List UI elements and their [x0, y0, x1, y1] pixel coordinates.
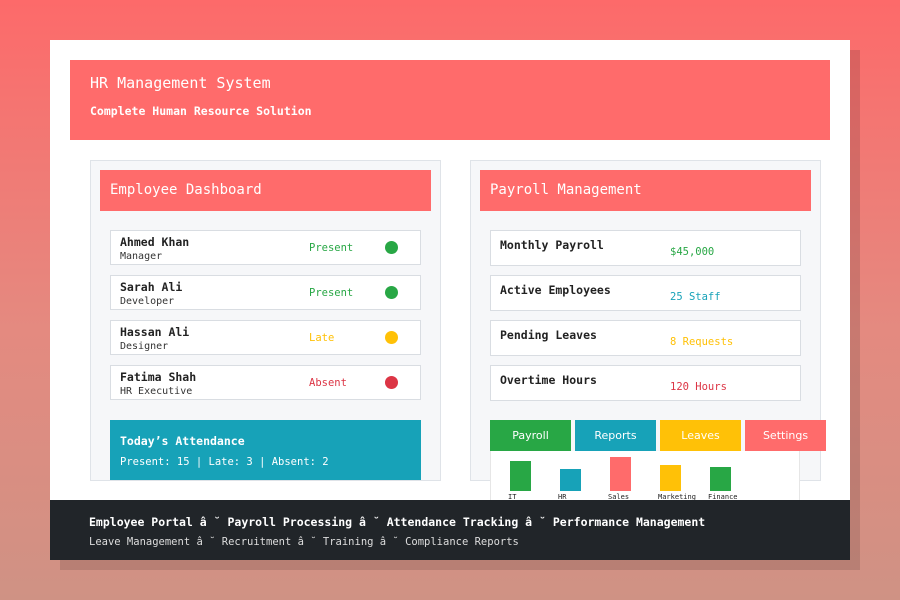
- employee-status: Present: [309, 287, 354, 299]
- footer: Employee Portal â ˘ Payroll Processing â…: [50, 500, 850, 560]
- employee-role: Developer: [120, 296, 175, 307]
- payroll-tabs: Payroll Reports Leaves Settings: [490, 420, 830, 451]
- employee-status: Absent: [309, 377, 347, 389]
- payroll-value: $45,000: [670, 246, 715, 258]
- bar-sales: [610, 457, 631, 491]
- tab-payroll[interactable]: Payroll: [490, 420, 571, 451]
- tab-reports[interactable]: Reports: [575, 420, 656, 451]
- attendance-counts: Present: 15 | Late: 3 | Absent: 2: [120, 456, 329, 468]
- employee-dashboard-title: Employee Dashboard: [100, 170, 431, 211]
- status-dot-icon: [385, 331, 398, 344]
- status-dot-icon: [385, 376, 398, 389]
- payroll-row[interactable]: Monthly Payroll $45,000: [490, 230, 801, 266]
- bar-finance: [710, 467, 731, 491]
- payroll-label: Overtime Hours: [500, 373, 597, 387]
- status-dot-icon: [385, 286, 398, 299]
- payroll-row[interactable]: Active Employees 25 Staff: [490, 275, 801, 311]
- employee-row[interactable]: Hassan Ali Designer Late: [110, 320, 421, 355]
- employee-role: Designer: [120, 341, 169, 352]
- payroll-label: Pending Leaves: [500, 328, 597, 342]
- department-bar-chart: IT HR Sales Marketing Finance: [490, 451, 800, 501]
- employee-name: Hassan Ali: [120, 325, 190, 339]
- payroll-value: 120 Hours: [670, 381, 727, 393]
- payroll-label: Monthly Payroll: [500, 238, 604, 252]
- attendance-summary: Today’s Attendance Present: 15 | Late: 3…: [110, 420, 421, 480]
- bar-it: [510, 461, 531, 491]
- payroll-value: 25 Staff: [670, 291, 721, 303]
- employee-role: HR Executive: [120, 386, 193, 397]
- attendance-title: Today’s Attendance: [120, 434, 245, 448]
- main-card: HR Management System Complete Human Reso…: [50, 40, 850, 560]
- status-dot-icon: [385, 241, 398, 254]
- footer-modules: Leave Management â ˘ Recruitment â ˘ Tra…: [89, 536, 519, 548]
- employee-row[interactable]: Ahmed Khan Manager Present: [110, 230, 421, 265]
- employee-name: Ahmed Khan: [120, 235, 190, 249]
- employee-role: Manager: [120, 251, 163, 262]
- app-subtitle: Complete Human Resource Solution: [90, 104, 312, 118]
- bar-marketing: [660, 465, 681, 491]
- bar-label-finance: Finance: [708, 493, 738, 501]
- payroll-value: 8 Requests: [670, 336, 734, 348]
- tab-settings[interactable]: Settings: [745, 420, 826, 451]
- app-header: HR Management System Complete Human Reso…: [70, 60, 830, 140]
- bar-label-hr: HR: [558, 493, 567, 501]
- bar-label-sales: Sales: [608, 493, 630, 501]
- payroll-row[interactable]: Pending Leaves 8 Requests: [490, 320, 801, 356]
- bar-label-it: IT: [508, 493, 517, 501]
- payroll-row[interactable]: Overtime Hours 120 Hours: [490, 365, 801, 401]
- payroll-title: Payroll Management: [480, 170, 811, 211]
- app-title: HR Management System: [90, 74, 271, 92]
- bar-label-marketing: Marketing: [658, 493, 696, 501]
- employee-name: Fatima Shah: [120, 370, 197, 384]
- employee-status: Late: [309, 332, 335, 344]
- employee-dashboard-panel: Employee Dashboard Ahmed Khan Manager Pr…: [90, 160, 441, 481]
- payroll-panel: Payroll Management Monthly Payroll $45,0…: [470, 160, 821, 481]
- employee-status: Present: [309, 242, 354, 254]
- tab-leaves[interactable]: Leaves: [660, 420, 741, 451]
- footer-features: Employee Portal â ˘ Payroll Processing â…: [89, 515, 706, 529]
- bar-hr: [560, 469, 581, 491]
- employee-name: Sarah Ali: [120, 280, 183, 294]
- employee-row[interactable]: Sarah Ali Developer Present: [110, 275, 421, 310]
- employee-row[interactable]: Fatima Shah HR Executive Absent: [110, 365, 421, 400]
- payroll-label: Active Employees: [500, 283, 611, 297]
